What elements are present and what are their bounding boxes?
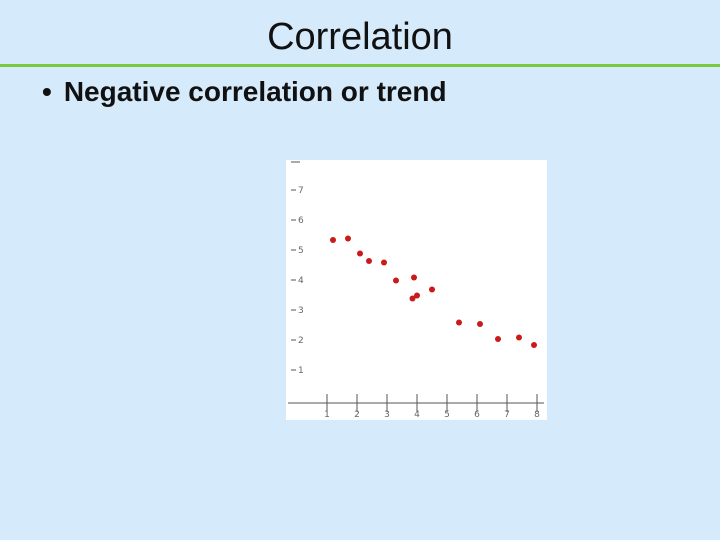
data-point	[345, 235, 351, 242]
bullet-marker: •	[42, 76, 52, 107]
y-tick-label: 3	[298, 306, 304, 316]
data-point	[409, 295, 416, 302]
y-tick-label: 1	[298, 366, 304, 376]
x-tick-label: 4	[414, 410, 420, 420]
y-tick-label: 2	[298, 336, 304, 346]
data-point	[414, 292, 420, 299]
bullet-item: • Negative correlation or trend	[42, 76, 447, 108]
data-point	[477, 321, 483, 327]
data-point	[495, 336, 501, 342]
data-point	[531, 342, 537, 348]
x-tick-label: 2	[354, 410, 360, 420]
data-point	[330, 237, 336, 243]
data-point	[366, 258, 372, 264]
data-point	[456, 319, 462, 326]
x-tick-label: 3	[384, 410, 390, 420]
data-point	[357, 250, 363, 257]
scatter-chart: 1 2 3 4 5 6 7 8 1 2 3 4 5 6 7	[286, 160, 547, 420]
y-tick-label: 5	[298, 246, 304, 256]
x-tick-label: 5	[444, 410, 450, 420]
slide-title: Correlation	[267, 16, 453, 58]
x-tick-label: 7	[504, 410, 510, 420]
y-tick-label: 6	[298, 216, 304, 226]
data-point	[381, 259, 387, 266]
data-point	[429, 286, 435, 293]
data-point	[411, 274, 417, 281]
scatter-plot-svg: 1 2 3 4 5 6 7 8 1 2 3 4 5 6 7	[288, 161, 544, 420]
data-point	[516, 334, 522, 341]
data-point	[393, 277, 399, 284]
x-tick-label: 1	[324, 410, 330, 420]
title-underline	[0, 64, 720, 67]
y-tick-label: 7	[298, 186, 304, 196]
x-tick-label: 6	[474, 410, 480, 420]
y-tick-label: 4	[298, 276, 304, 286]
bullet-text: Negative correlation or trend	[63, 76, 447, 107]
x-tick-label: 8	[534, 410, 540, 420]
